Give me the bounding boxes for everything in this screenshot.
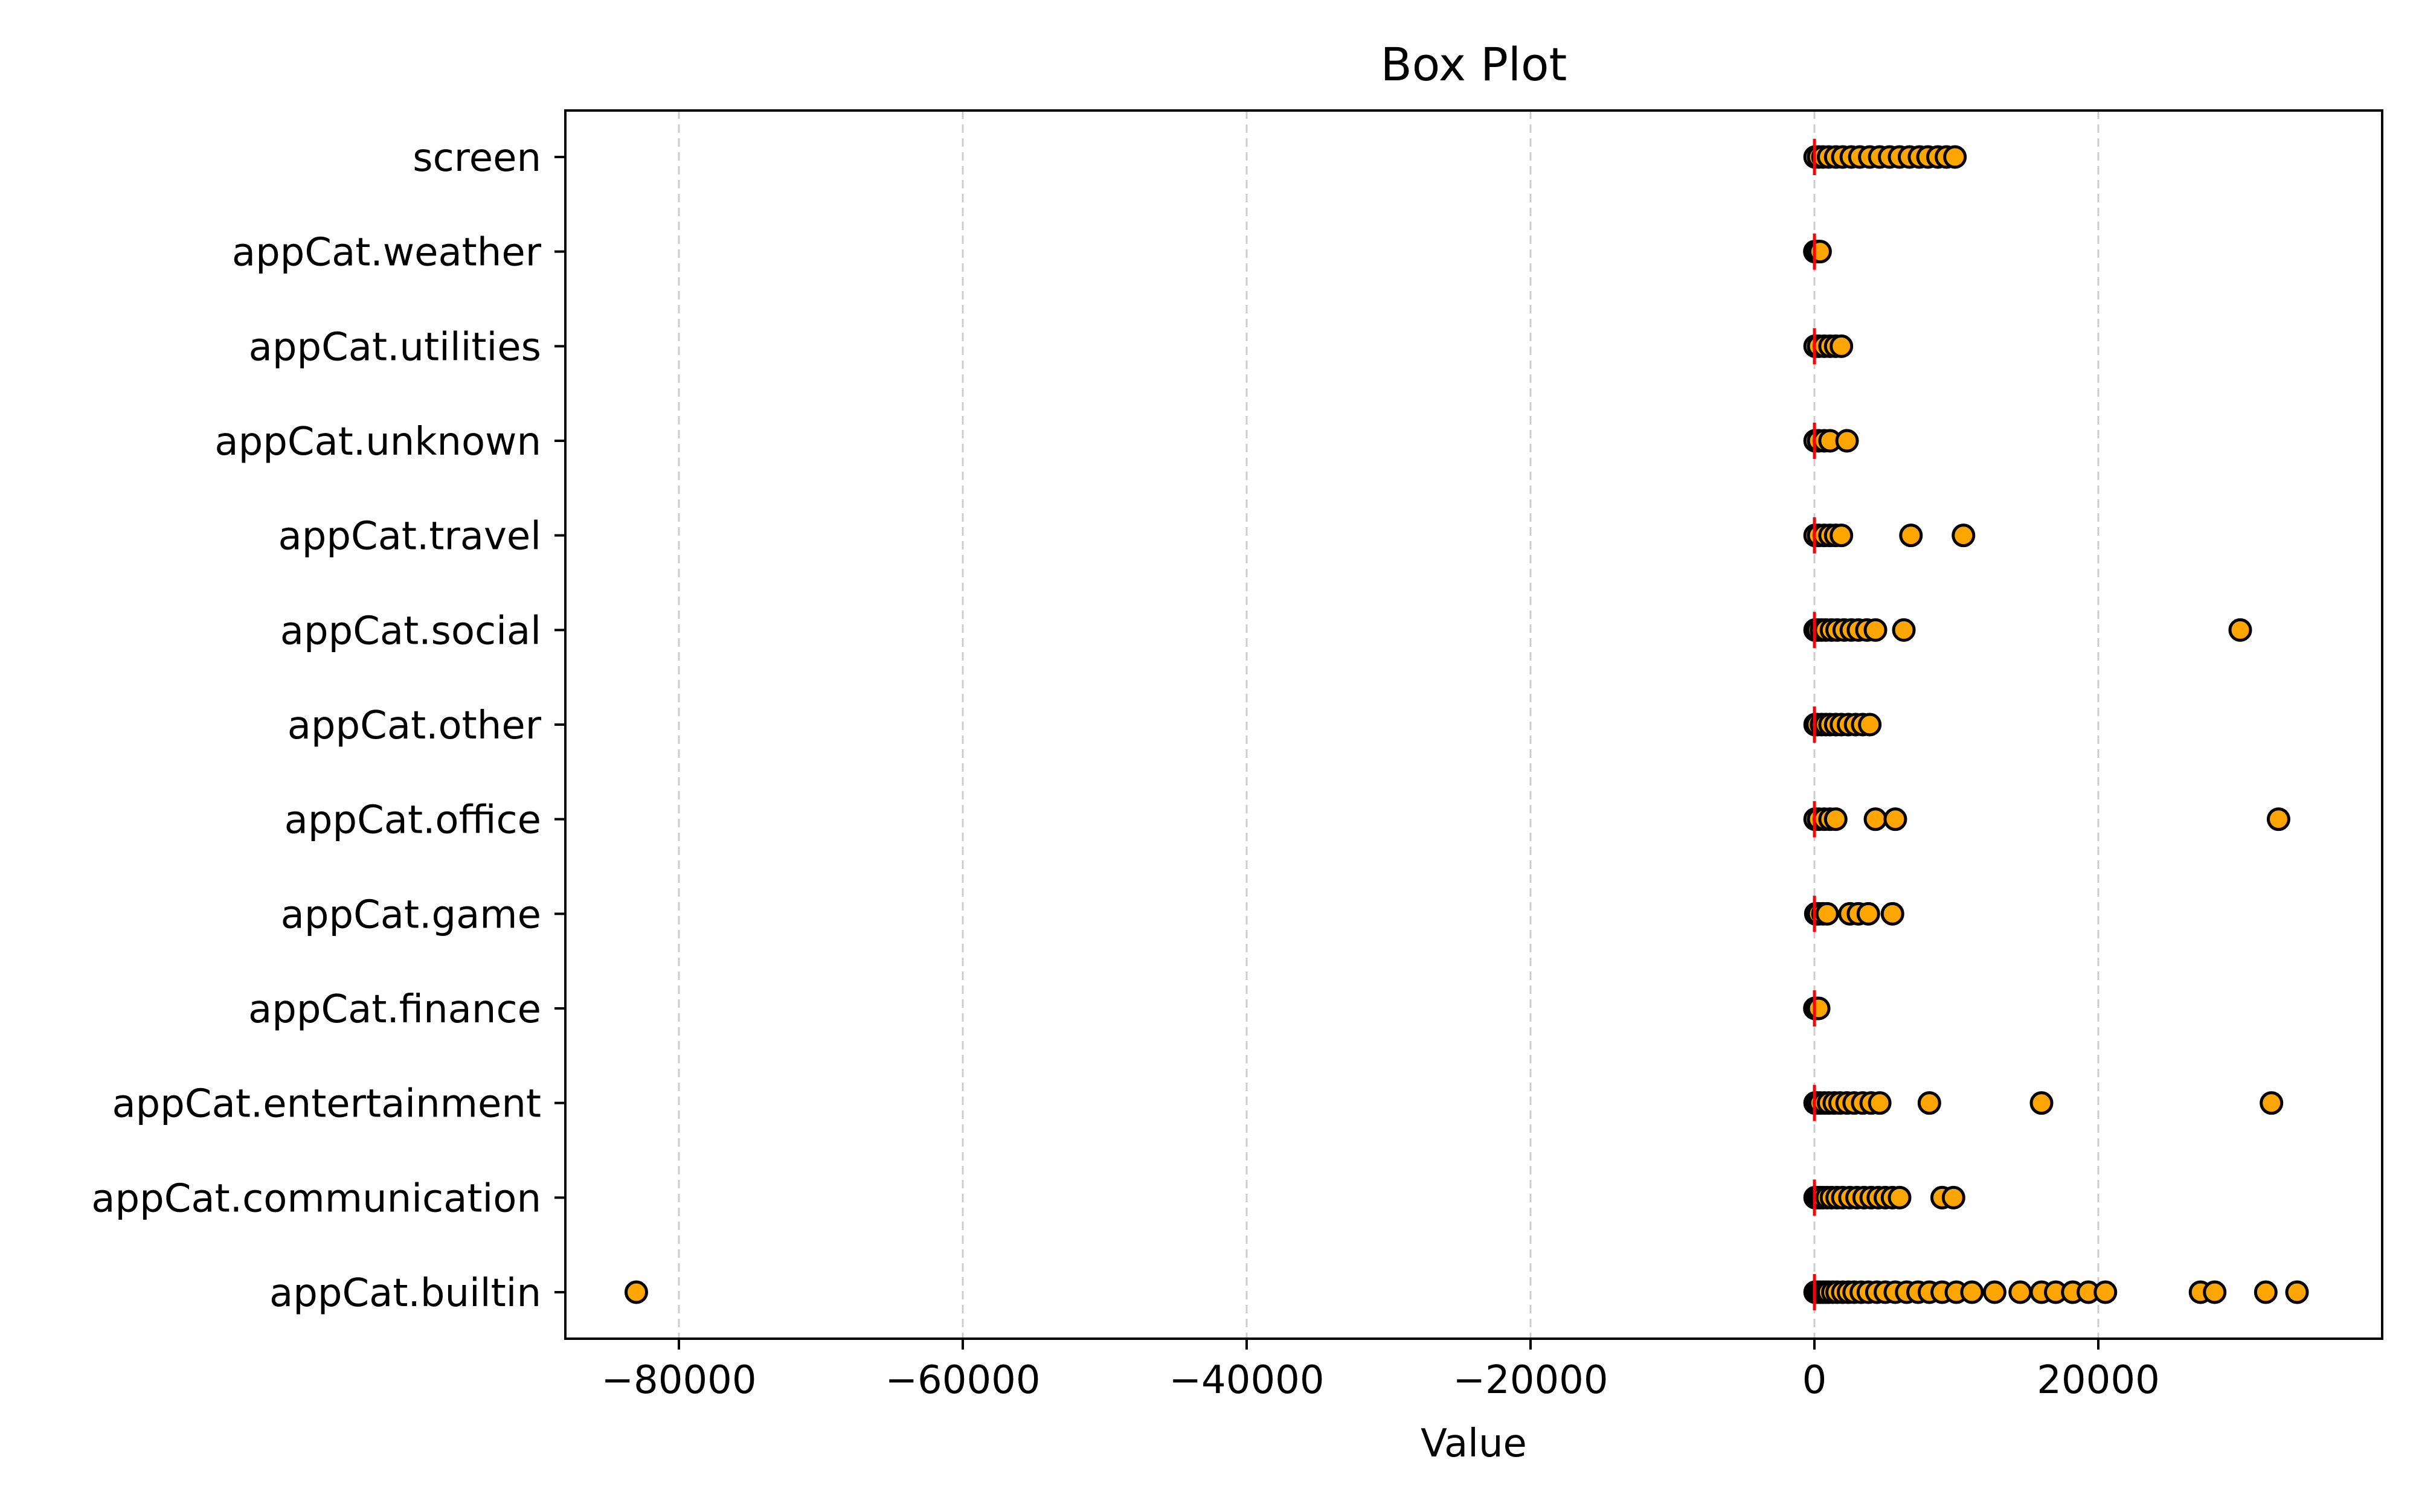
x-tick-label: −40000 [1169, 1358, 1324, 1403]
y-tick-label: appCat.other [288, 703, 542, 748]
axis-layer: −80000 −60000 −40000 −20000 0 20000 appCat.bui… [91, 136, 2160, 1403]
x-tick-label: −80000 [601, 1358, 756, 1403]
outlier-point [1888, 1185, 1912, 1209]
outlier-point [1941, 1185, 1965, 1209]
outlier-point [1982, 1280, 2006, 1304]
x-tick-label: 0 [1802, 1358, 1827, 1403]
outlier-point [2093, 1280, 2118, 1304]
outlier-point [1830, 334, 1854, 358]
outlier-point [1863, 807, 1888, 831]
outlier-point [1880, 902, 1904, 926]
outlier-point [2029, 1091, 2054, 1115]
y-tick-label: appCat.weather [232, 231, 542, 275]
outlier-point [2266, 807, 2290, 831]
outlier-point [2008, 1280, 2032, 1304]
marks-layer [625, 139, 2309, 1310]
outlier-point [1960, 1280, 1984, 1304]
y-tick-label: appCat.social [280, 609, 541, 653]
outlier-point [1807, 996, 1831, 1020]
outlier-point [1863, 618, 1888, 642]
x-tick-label: −20000 [1453, 1358, 1608, 1403]
outlier-point [1952, 524, 1976, 548]
outlier-point [2228, 618, 2252, 642]
outlier-point [1858, 713, 1882, 737]
x-tick-label: −60000 [885, 1358, 1040, 1403]
outlier-point [1917, 1091, 1941, 1115]
x-axis-title: Value [1421, 1421, 1527, 1466]
outlier-point [2285, 1280, 2309, 1304]
y-tick-label: appCat.travel [278, 514, 541, 559]
outlier-point [1883, 807, 1907, 831]
y-tick-label: appCat.communication [91, 1176, 541, 1221]
outlier-point [1868, 1091, 1892, 1115]
y-tick-label: appCat.builtin [269, 1271, 541, 1316]
outlier-point [1856, 902, 1880, 926]
outlier-point [2260, 1091, 2284, 1115]
y-tick-label: screen [413, 136, 541, 181]
y-tick-label: appCat.office [284, 798, 541, 843]
y-tick-label: appCat.unknown [214, 420, 541, 464]
outlier-point [1830, 524, 1854, 548]
outlier-point [1892, 618, 1916, 642]
outlier-point [1815, 902, 1839, 926]
y-tick-label: appCat.game [281, 892, 541, 937]
outlier-point [1823, 807, 1848, 831]
y-tick-label: appCat.entertainment [112, 1082, 541, 1127]
outlier-point [1899, 524, 1923, 548]
y-tick-label: appCat.utilities [249, 325, 541, 370]
y-tick-label: appCat.finance [248, 987, 541, 1032]
outlier-point [625, 1280, 648, 1304]
chart-title: Box Plot [1381, 37, 1567, 91]
outlier-point [1835, 429, 1859, 453]
outlier-point [1943, 145, 1967, 169]
outlier-point [2254, 1280, 2278, 1304]
x-tick-label: 20000 [2037, 1358, 2160, 1403]
outlier-point [2203, 1280, 2227, 1304]
